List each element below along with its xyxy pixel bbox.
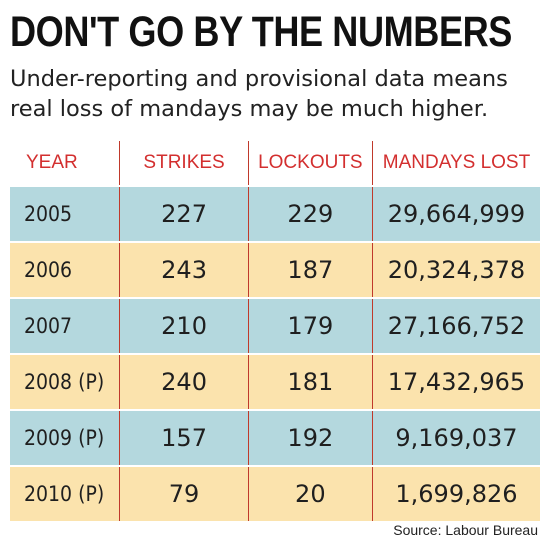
header-strikes: STRIKES	[119, 141, 247, 185]
table-row: 2007 210 179 27,166,752	[10, 297, 540, 353]
cell-strikes: 157	[119, 411, 247, 465]
cell-year: 2005	[24, 202, 73, 226]
cell-strikes: 240	[119, 355, 247, 409]
cell-lockouts: 20	[247, 467, 372, 521]
table-row: 2006 243 187 20,324,378	[10, 241, 540, 297]
cell-strikes: 227	[119, 187, 247, 241]
data-table: YEAR STRIKES LOCKOUTS MANDAYS LOST 2005 …	[10, 141, 540, 521]
table-row: 2005 227 229 29,664,999	[10, 185, 540, 241]
cell-strikes: 79	[119, 467, 247, 521]
table-header-row: YEAR STRIKES LOCKOUTS MANDAYS LOST	[10, 141, 540, 185]
header-mandays-lost: MANDAYS LOST	[371, 141, 540, 185]
header-year: YEAR	[26, 152, 78, 173]
cell-mandays: 1,699,826	[371, 467, 540, 521]
cell-mandays: 20,324,378	[371, 243, 540, 297]
cell-year: 2006	[24, 258, 73, 282]
table-row: 2008 (P) 240 181 17,432,965	[10, 353, 540, 409]
header-lockouts: LOCKOUTS	[247, 141, 372, 185]
cell-strikes: 243	[119, 243, 247, 297]
cell-lockouts: 187	[247, 243, 372, 297]
cell-mandays: 29,664,999	[371, 187, 540, 241]
cell-mandays: 17,432,965	[371, 355, 540, 409]
cell-mandays: 9,169,037	[371, 411, 540, 465]
table-row: 2010 (P) 79 20 1,699,826	[10, 465, 540, 521]
cell-lockouts: 179	[247, 299, 372, 353]
cell-year: 2008 (P)	[24, 370, 105, 394]
cell-lockouts: 181	[247, 355, 372, 409]
cell-year: 2010 (P)	[24, 482, 105, 506]
page-subtitle: Under-reporting and provisional data mea…	[10, 66, 508, 122]
cell-lockouts: 229	[247, 187, 372, 241]
page-title: DON'T GO BY THE NUMBERS	[10, 8, 512, 56]
table-row: 2009 (P) 157 192 9,169,037	[10, 409, 540, 465]
cell-strikes: 210	[119, 299, 247, 353]
cell-lockouts: 192	[247, 411, 372, 465]
source-note: Source: Labour Bureau	[393, 522, 538, 538]
cell-year: 2007	[24, 314, 73, 338]
cell-year: 2009 (P)	[24, 426, 105, 450]
cell-mandays: 27,166,752	[371, 299, 540, 353]
